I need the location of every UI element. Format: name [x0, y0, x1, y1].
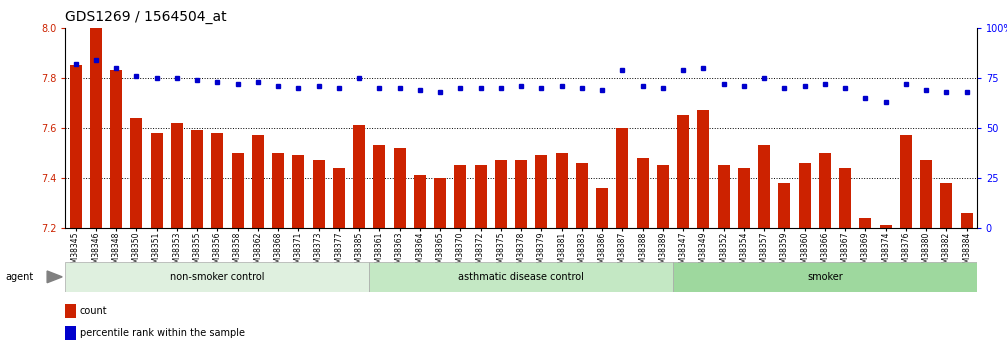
Bar [110, 70, 122, 228]
Bar [677, 115, 689, 228]
Bar [515, 160, 528, 228]
Bar [90, 28, 102, 228]
Bar [738, 168, 750, 228]
Polygon shape [47, 271, 62, 283]
Bar [65, 304, 76, 318]
Bar [312, 160, 324, 228]
Bar [394, 148, 406, 228]
Text: percentile rank within the sample: percentile rank within the sample [80, 328, 245, 338]
Bar [961, 213, 973, 228]
Text: count: count [80, 306, 107, 316]
Bar [130, 118, 142, 228]
Bar [697, 110, 710, 228]
Bar [819, 153, 831, 228]
Bar [799, 163, 811, 228]
Bar [191, 130, 203, 228]
Bar [65, 262, 370, 292]
Bar [941, 183, 953, 228]
Text: asthmatic disease control: asthmatic disease control [458, 273, 584, 283]
Bar [171, 123, 183, 228]
Bar [900, 135, 912, 228]
Text: agent: agent [5, 272, 33, 282]
Bar [414, 175, 426, 228]
Text: GDS1269 / 1564504_at: GDS1269 / 1564504_at [65, 10, 228, 24]
Bar [150, 133, 163, 228]
Bar [920, 160, 932, 228]
Bar [879, 225, 892, 228]
Bar [65, 326, 76, 340]
Bar [616, 128, 628, 228]
Text: smoker: smoker [807, 273, 843, 283]
Bar [718, 165, 730, 228]
Bar [556, 153, 568, 228]
Bar [272, 153, 284, 228]
Bar [636, 158, 649, 228]
Bar [536, 155, 548, 228]
Bar [252, 135, 264, 228]
Bar [374, 145, 386, 228]
Bar [576, 163, 588, 228]
Bar [434, 178, 446, 228]
Bar [673, 262, 977, 292]
Bar [494, 160, 507, 228]
Bar [596, 188, 608, 228]
Bar [370, 262, 673, 292]
Bar [839, 168, 851, 228]
Bar [474, 165, 486, 228]
Bar [332, 168, 345, 228]
Bar [292, 155, 304, 228]
Bar [69, 65, 82, 228]
Bar [232, 153, 244, 228]
Bar [657, 165, 669, 228]
Text: non-smoker control: non-smoker control [170, 273, 265, 283]
Bar [454, 165, 466, 228]
Bar [859, 218, 871, 228]
Bar [778, 183, 790, 228]
Bar [758, 145, 770, 228]
Bar [211, 133, 224, 228]
Bar [353, 125, 366, 228]
